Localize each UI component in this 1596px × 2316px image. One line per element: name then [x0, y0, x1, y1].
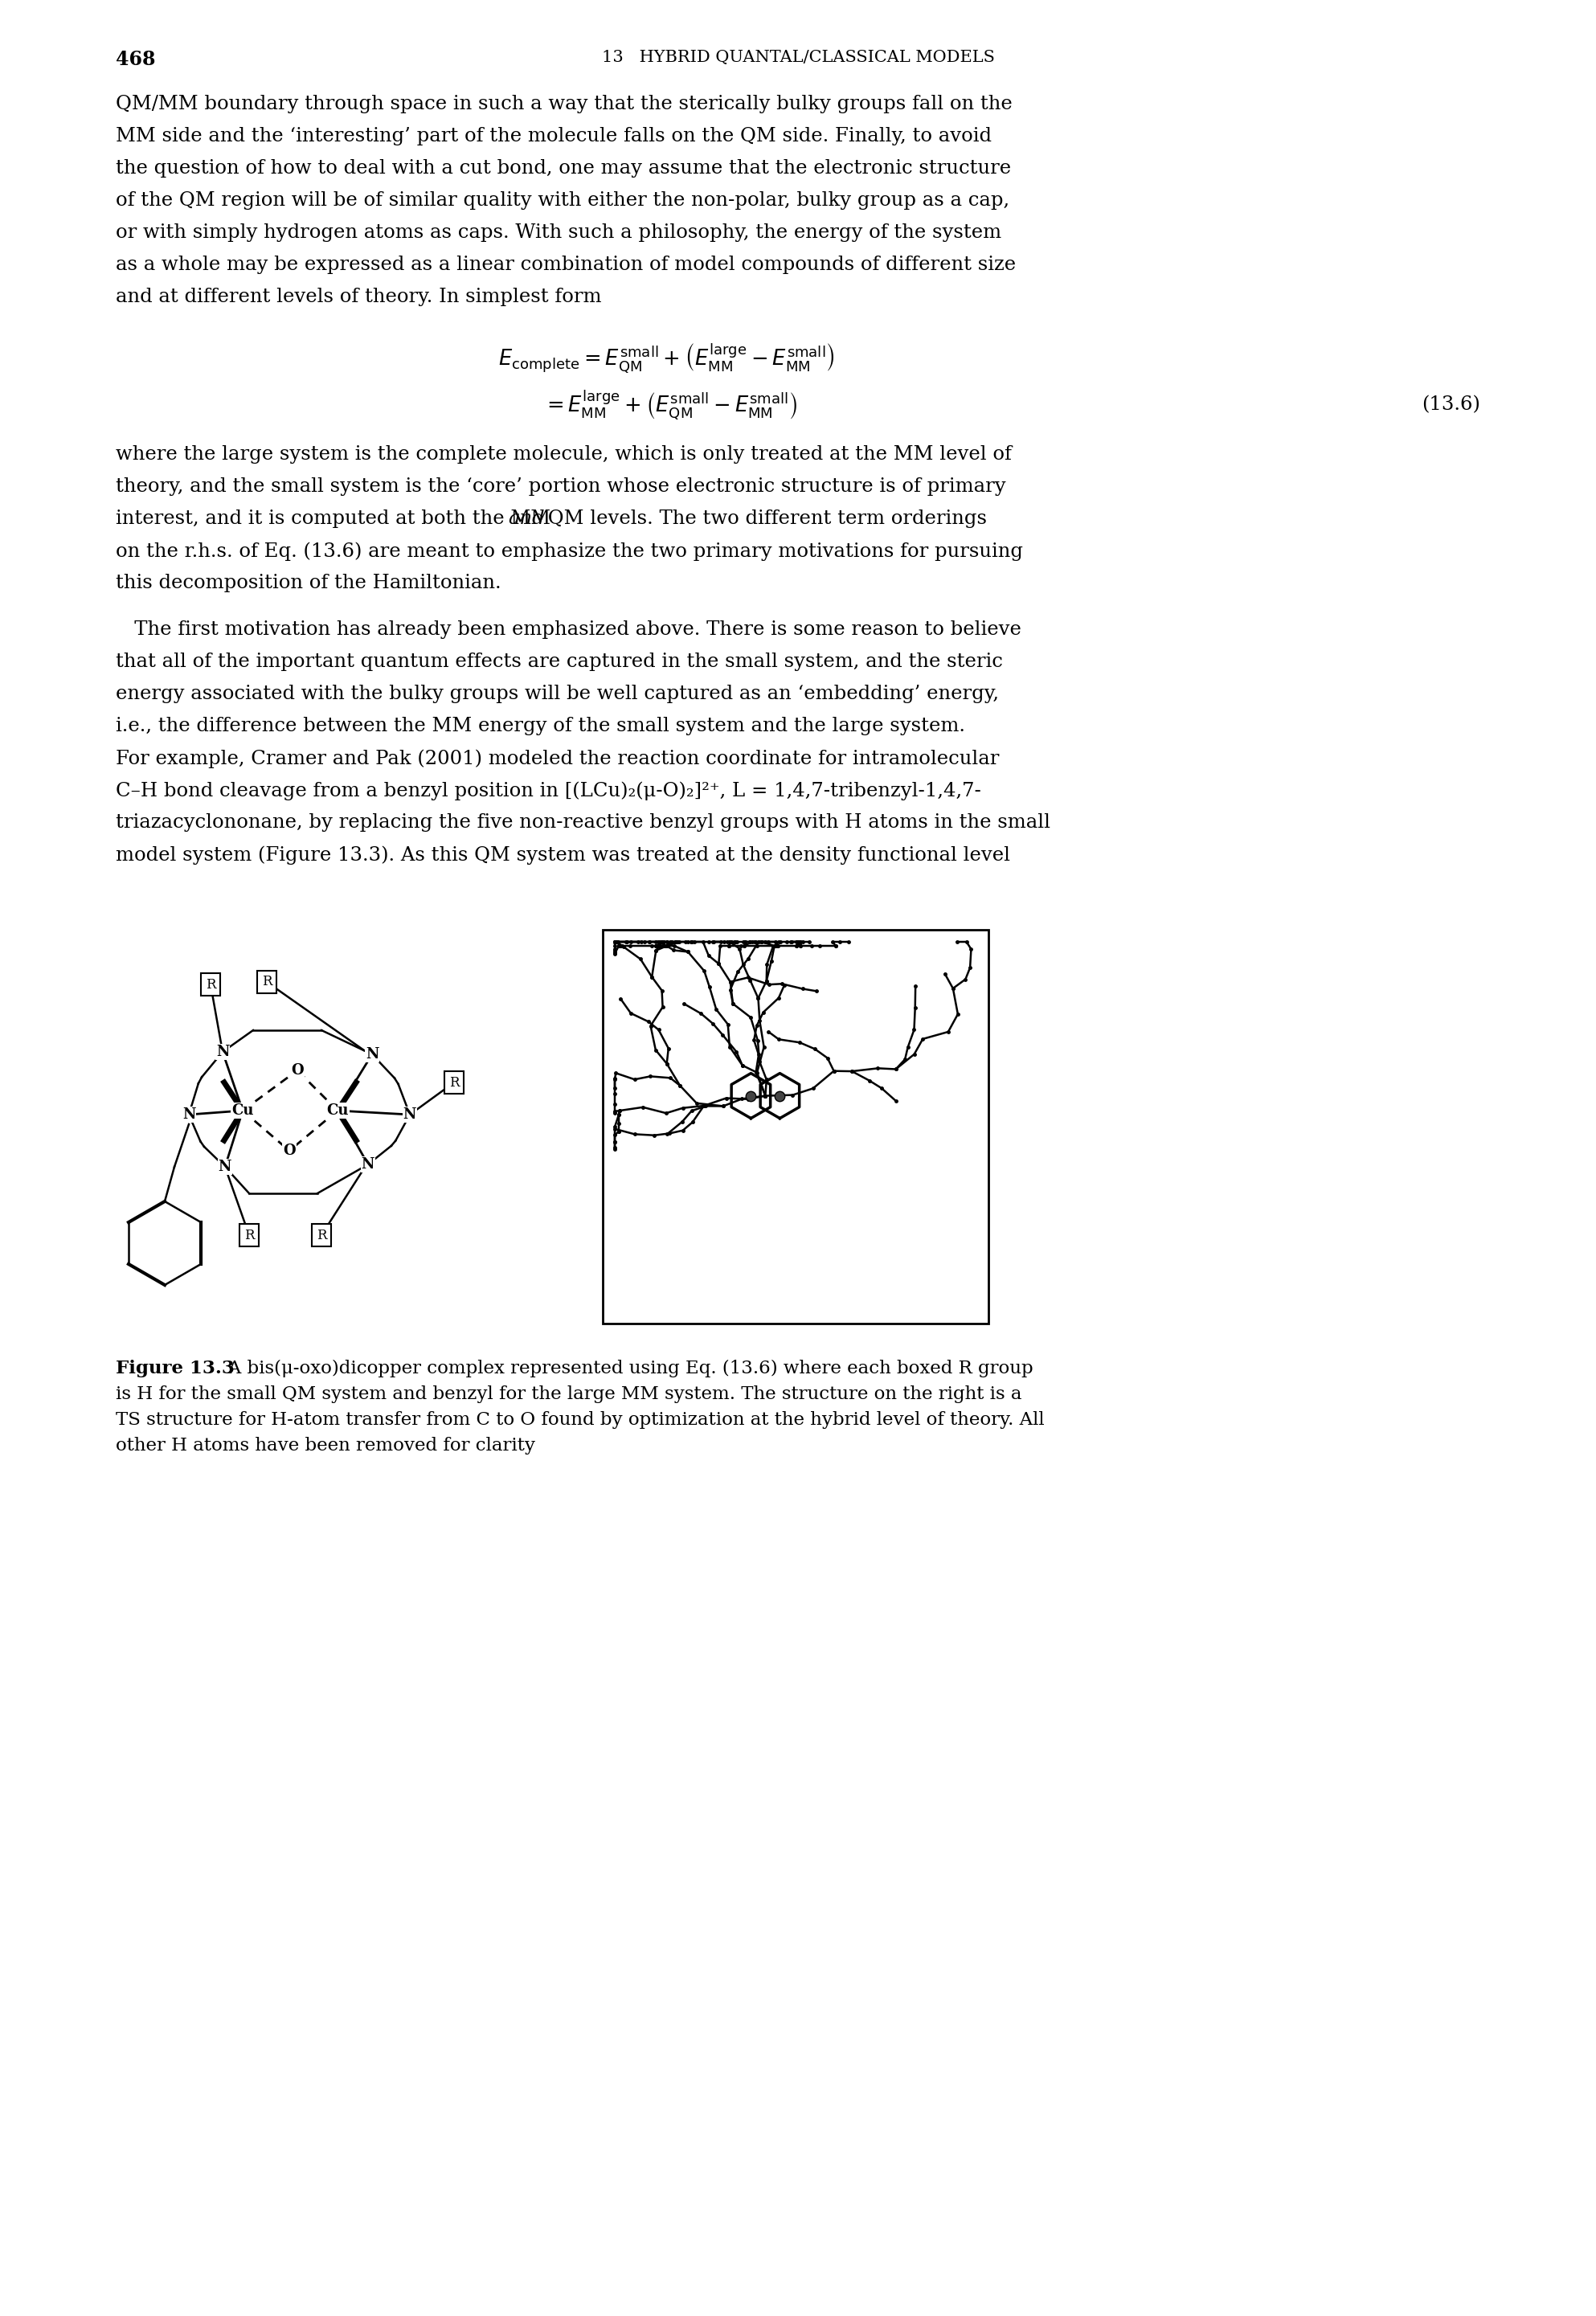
Text: that all of the important quantum effects are captured in the small system, and : that all of the important quantum effect… — [117, 653, 1002, 672]
Text: Cu: Cu — [327, 1102, 348, 1119]
Text: O: O — [290, 1063, 303, 1077]
Text: interest, and it is computed at both the MM: interest, and it is computed at both the… — [117, 510, 557, 528]
Text: N: N — [215, 1045, 230, 1058]
Text: R: R — [448, 1075, 460, 1089]
Text: For example, Cramer and Pak (2001) modeled the reaction coordinate for intramole: For example, Cramer and Pak (2001) model… — [117, 748, 999, 769]
Text: The first motivation has already been emphasized above. There is some reason to : The first motivation has already been em… — [117, 621, 1021, 639]
Text: Cu: Cu — [231, 1102, 254, 1119]
Text: other H atoms have been removed for clarity: other H atoms have been removed for clar… — [117, 1436, 535, 1454]
Text: O: O — [282, 1144, 295, 1158]
Text: N: N — [182, 1107, 195, 1121]
Text: triazacyclononane, by replacing the five non-reactive benzyl groups with H atoms: triazacyclononane, by replacing the five… — [117, 813, 1050, 831]
Text: N: N — [404, 1107, 417, 1121]
Text: $E_{\mathrm{complete}} = E_{\mathrm{QM}}^{\mathrm{small}} + \left(E_{\mathrm{MM}: $E_{\mathrm{complete}} = E_{\mathrm{QM}}… — [498, 343, 835, 375]
Text: Figure 13.3: Figure 13.3 — [117, 1359, 235, 1378]
Text: on the r.h.s. of Eq. (13.6) are meant to emphasize the two primary motivations f: on the r.h.s. of Eq. (13.6) are meant to… — [117, 542, 1023, 560]
Text: this decomposition of the Hamiltonian.: this decomposition of the Hamiltonian. — [117, 574, 501, 593]
Text: R: R — [244, 1227, 254, 1241]
Text: and at different levels of theory. In simplest form: and at different levels of theory. In si… — [117, 287, 602, 306]
Text: N: N — [361, 1158, 375, 1172]
Text: C–H bond cleavage from a benzyl position in [(LCu)₂(μ-O)₂]²⁺, L = 1,4,7-tribenzy: C–H bond cleavage from a benzyl position… — [117, 780, 982, 799]
Text: the question of how to deal with a cut bond, one may assume that the electronic : the question of how to deal with a cut b… — [117, 160, 1010, 178]
Text: is H for the small QM system and benzyl for the large MM system. The structure o: is H for the small QM system and benzyl … — [117, 1385, 1021, 1403]
Text: model system (Figure 13.3). As this QM system was treated at the density functio: model system (Figure 13.3). As this QM s… — [117, 845, 1010, 864]
Text: QM/MM boundary through space in such a way that the sterically bulky groups fall: QM/MM boundary through space in such a w… — [117, 95, 1012, 113]
Text: QM levels. The two different term orderings: QM levels. The two different term orderi… — [541, 510, 986, 528]
Text: TS structure for H-atom transfer from C to O found by optimization at the hybrid: TS structure for H-atom transfer from C … — [117, 1410, 1044, 1429]
Text: of the QM region will be of similar quality with either the non-polar, bulky gro: of the QM region will be of similar qual… — [117, 192, 1009, 211]
Text: N: N — [365, 1047, 378, 1061]
Text: i.e., the difference between the MM energy of the small system and the large sys: i.e., the difference between the MM ener… — [117, 718, 966, 734]
Text: 13   HYBRID QUANTAL/CLASSICAL MODELS: 13 HYBRID QUANTAL/CLASSICAL MODELS — [602, 51, 994, 65]
Bar — [603, 929, 988, 1322]
Text: theory, and the small system is the ‘core’ portion whose electronic structure is: theory, and the small system is the ‘cor… — [117, 477, 1005, 496]
Text: and: and — [508, 510, 544, 528]
Text: MM side and the ‘interesting’ part of the molecule falls on the QM side. Finally: MM side and the ‘interesting’ part of th… — [117, 127, 991, 146]
Text: energy associated with the bulky groups will be well captured as an ‘embedding’ : energy associated with the bulky groups … — [117, 686, 999, 704]
Text: or with simply hydrogen atoms as caps. With such a philosophy, the energy of the: or with simply hydrogen atoms as caps. W… — [117, 222, 1001, 241]
Text: R: R — [206, 977, 215, 991]
Text: R: R — [316, 1227, 327, 1241]
Text: where the large system is the complete molecule, which is only treated at the MM: where the large system is the complete m… — [117, 445, 1012, 463]
Text: 468: 468 — [117, 51, 155, 69]
Text: N: N — [219, 1160, 231, 1174]
Text: A bis(μ-oxo)dicopper complex represented using Eq. (13.6) where each boxed R gro: A bis(μ-oxo)dicopper complex represented… — [211, 1359, 1033, 1378]
Text: (13.6): (13.6) — [1422, 396, 1479, 415]
Text: $= E_{\mathrm{MM}}^{\mathrm{large}} + \left(E_{\mathrm{QM}}^{\mathrm{small}} - E: $= E_{\mathrm{MM}}^{\mathrm{large}} + \l… — [543, 389, 796, 422]
Text: as a whole may be expressed as a linear combination of model compounds of differ: as a whole may be expressed as a linear … — [117, 255, 1017, 273]
Text: R: R — [262, 975, 271, 989]
